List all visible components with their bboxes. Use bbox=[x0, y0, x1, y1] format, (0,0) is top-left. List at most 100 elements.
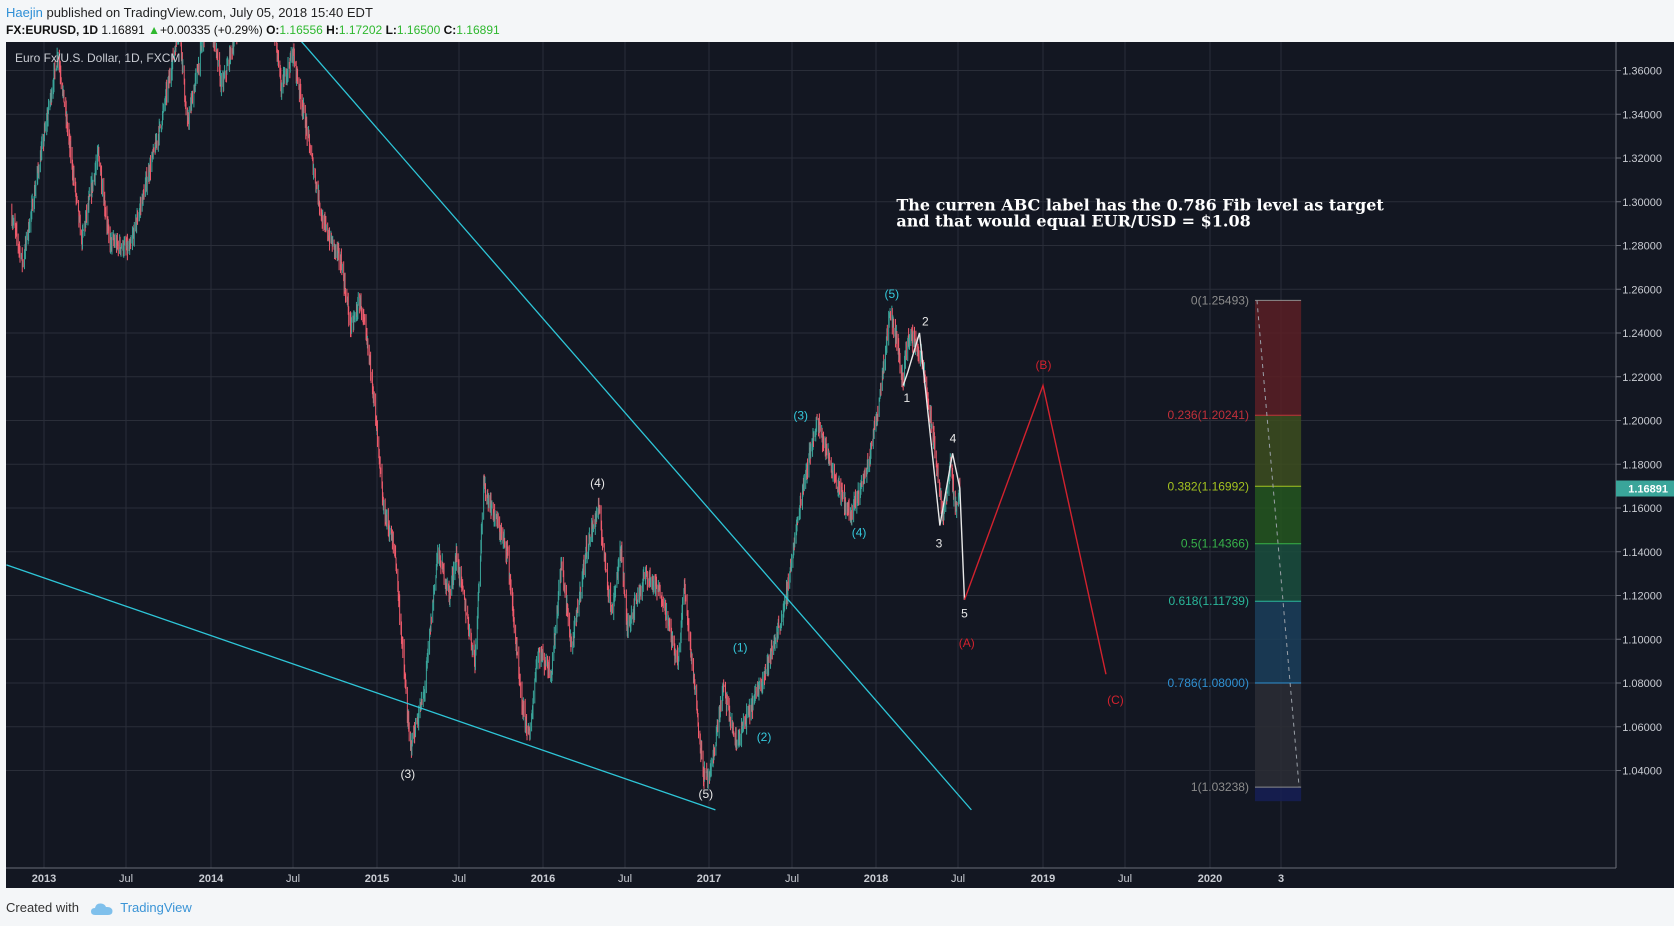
time-tick-label: 2013 bbox=[32, 873, 56, 885]
price-tick-label: 1.22000 bbox=[1622, 372, 1662, 384]
fib-level-label: 0.618(1.11739) bbox=[1168, 594, 1249, 608]
time-tick-label: 2014 bbox=[199, 873, 224, 885]
grid bbox=[6, 42, 1616, 868]
wave-label: (5) bbox=[885, 287, 900, 301]
time-tick-label: Jul bbox=[119, 873, 133, 885]
tradingview-brand-link[interactable]: TradingView bbox=[120, 900, 192, 915]
price-tick-label: 1.04000 bbox=[1622, 766, 1662, 778]
price-tick-label: 1.08000 bbox=[1622, 678, 1662, 690]
fib-band bbox=[1254, 300, 1302, 416]
wave-label: (B) bbox=[1035, 358, 1051, 372]
last-price-tag: 1.16891 bbox=[1616, 480, 1674, 497]
symbol-ohlc: FX:EURUSD, 1D 1.16891 ▲+0.00335 (+0.29%)… bbox=[6, 23, 500, 37]
fib-level-label: 0.382(1.16992) bbox=[1168, 479, 1249, 493]
price-tick-label: 1.26000 bbox=[1622, 284, 1662, 296]
wave-label: (2) bbox=[757, 730, 772, 744]
wave-label: (1) bbox=[733, 640, 748, 654]
wave-label: 3 bbox=[936, 536, 943, 550]
fib-band bbox=[1254, 787, 1302, 802]
price-tick-label: 1.16000 bbox=[1622, 503, 1662, 515]
low-label: L: bbox=[385, 23, 397, 37]
time-tick-label: 2020 bbox=[1198, 873, 1222, 885]
candles bbox=[11, 42, 961, 789]
time-tick-label: Jul bbox=[618, 873, 632, 885]
price-tick-label: 1.10000 bbox=[1622, 634, 1662, 646]
author-link[interactable]: Haejin bbox=[6, 5, 43, 20]
price-tick-label: 1.28000 bbox=[1622, 241, 1662, 253]
symbol-label: FX:EURUSD, 1D bbox=[6, 23, 99, 37]
time-tick-label: Jul bbox=[452, 873, 466, 885]
last-price: 1.16891 bbox=[101, 23, 145, 37]
wave-label: 4 bbox=[950, 431, 957, 445]
wave-label: (3) bbox=[793, 408, 808, 422]
annotation-line: The curren ABC label has the 0.786 Fib l… bbox=[896, 196, 1384, 215]
fib-band bbox=[1254, 415, 1302, 487]
price-tick-label: 1.30000 bbox=[1622, 197, 1662, 209]
price-axis[interactable]: 1.04000 1.06000 1.08000 1.10000 1.12000 1.140… bbox=[1615, 42, 1662, 868]
time-tick-label: 3 bbox=[1278, 873, 1284, 885]
tradingview-logo-icon bbox=[90, 903, 113, 915]
wave-label: (4) bbox=[590, 476, 605, 490]
time-tick-label: 2018 bbox=[864, 873, 888, 885]
trendline bbox=[300, 42, 972, 811]
last-price-tag-bg bbox=[1616, 480, 1674, 497]
wave-label: (4) bbox=[852, 525, 867, 539]
time-tick-label: Jul bbox=[1118, 873, 1132, 885]
close-value: 1.16891 bbox=[456, 23, 500, 37]
created-with-text: Created with bbox=[6, 900, 79, 915]
fib-band bbox=[1254, 601, 1302, 683]
wave-labels: (3) (4) (5) (1) (2) (3) (4) (5) 1 2 3 4 5 (A) (B) (C) bbox=[400, 287, 1123, 801]
top-bar: Haejin published on TradingView.com, Jul… bbox=[0, 0, 1674, 42]
price-tick-label: 1.12000 bbox=[1622, 591, 1662, 603]
annotation: The curren ABC label has the 0.786 Fib l… bbox=[896, 196, 1384, 231]
wave-path-red-projection bbox=[963, 382, 1107, 675]
fib-level-label: 1(1.03238) bbox=[1191, 780, 1249, 794]
last-price-tag-text: 1.16891 bbox=[1628, 484, 1668, 496]
annotation-line: and that would equal EUR/USD = $1.08 bbox=[896, 212, 1250, 231]
fibonacci-retracement bbox=[1254, 299, 1302, 802]
price-tick-label: 1.14000 bbox=[1622, 547, 1662, 559]
price-tick-label: 1.20000 bbox=[1622, 416, 1662, 428]
open-value: 1.16556 bbox=[279, 23, 323, 37]
fib-band bbox=[1254, 683, 1302, 788]
price-tick-label: 1.06000 bbox=[1622, 722, 1662, 734]
wave-paths bbox=[902, 332, 1107, 675]
time-tick-label: 2017 bbox=[697, 873, 721, 885]
fib-level-label: 0(1.25493) bbox=[1191, 293, 1249, 307]
close-label: C: bbox=[443, 23, 457, 37]
time-tick-label: Jul bbox=[951, 873, 965, 885]
time-tick-label: Jul bbox=[785, 873, 799, 885]
wave-path-white-projection bbox=[902, 332, 966, 600]
wave-label: (5) bbox=[698, 787, 713, 801]
high-value: 1.17202 bbox=[338, 23, 383, 37]
fib-band bbox=[1254, 543, 1302, 602]
open-label: O: bbox=[266, 23, 280, 37]
trendline bbox=[6, 564, 716, 811]
footer: Created with TradingView bbox=[6, 900, 192, 916]
wave-label: (C) bbox=[1107, 693, 1124, 707]
time-tick-label: 2019 bbox=[1031, 873, 1055, 885]
price-tick-label: 1.18000 bbox=[1622, 459, 1662, 471]
price-axis-panel bbox=[1616, 42, 1674, 888]
time-tick-label: 2016 bbox=[531, 873, 555, 885]
wave-label: 1 bbox=[903, 391, 910, 405]
chart-title: Euro Fx/U.S. Dollar, 1D, FXCM bbox=[15, 51, 180, 65]
wave-label: (A) bbox=[959, 636, 975, 650]
price-tick-label: 1.34000 bbox=[1622, 109, 1662, 121]
wave-label: 2 bbox=[922, 314, 929, 328]
low-value: 1.16500 bbox=[396, 23, 441, 37]
time-tick-label: 2015 bbox=[365, 873, 389, 885]
time-tick-label: Jul bbox=[286, 873, 300, 885]
price-tick-label: 1.32000 bbox=[1622, 153, 1662, 165]
fib-band bbox=[1254, 486, 1302, 544]
time-axis[interactable]: 2013 Jul 2014 Jul 2015 Jul 2016 Jul 2017 Jul 2018 J… bbox=[6, 867, 1616, 885]
up-arrow-icon: ▲ bbox=[148, 23, 160, 37]
fib-level-label: 0.236(1.20241) bbox=[1168, 408, 1249, 422]
publish-info: Haejin published on TradingView.com, Jul… bbox=[6, 5, 373, 20]
wave-label: (3) bbox=[400, 767, 415, 781]
fib-trend-line bbox=[1256, 300, 1300, 788]
fibonacci-labels: 0(1.25493) 0.236(1.20241) 0.382(1.16992) 0.… bbox=[1168, 293, 1249, 794]
fib-level-label: 0.786(1.08000) bbox=[1168, 676, 1249, 690]
price-change: +0.00335 (+0.29%) bbox=[159, 23, 263, 37]
